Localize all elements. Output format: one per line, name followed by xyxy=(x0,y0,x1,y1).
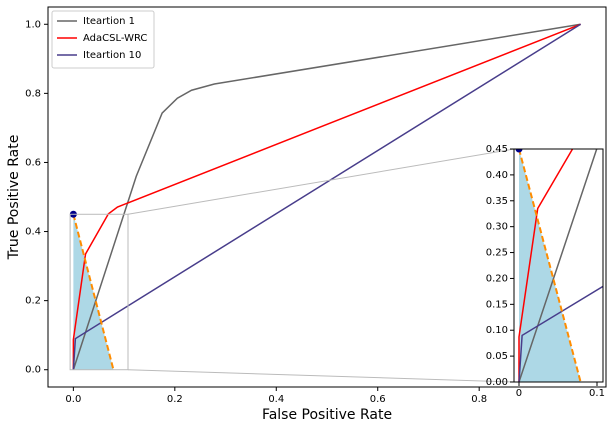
inset-y-tick-label: 0.30 xyxy=(486,222,508,233)
zoom-box xyxy=(69,213,129,371)
main-frame xyxy=(47,6,607,388)
connector xyxy=(127,369,515,383)
series-line xyxy=(518,149,574,382)
legend-box xyxy=(51,10,155,69)
series-line xyxy=(72,23,581,370)
inset-plot xyxy=(515,149,603,382)
x-tick-label: 0.6 xyxy=(370,394,386,405)
inset-y-tick-label: 0.25 xyxy=(486,248,508,259)
y-tick-label: 0.8 xyxy=(25,88,41,99)
inset-y-tick-label: 0.15 xyxy=(486,299,508,310)
inset-y-tick-label: 0.05 xyxy=(486,351,508,362)
inset-y-tick-label: 0.20 xyxy=(486,273,508,284)
inset-y-tick-label: 0.40 xyxy=(486,170,508,181)
inset-frame xyxy=(513,148,604,383)
marker-point xyxy=(515,149,523,153)
main-plot xyxy=(69,23,582,370)
x-tick-label: 0.2 xyxy=(167,394,183,405)
y-tick-label: 0.4 xyxy=(25,227,41,238)
x-tick-label: 0.0 xyxy=(65,394,81,405)
inset-x-tick-label: 0.1 xyxy=(589,388,605,399)
fill-area xyxy=(518,149,581,382)
y-tick-label: 0.2 xyxy=(25,296,41,307)
series-line xyxy=(72,23,582,370)
legend-label: AdaCSL-WRC xyxy=(83,33,147,44)
inset-y-tick-label: 0.45 xyxy=(486,144,508,155)
inset-y-tick-label: 0.35 xyxy=(486,196,508,207)
connector xyxy=(127,148,515,215)
legend-label: Iteartion 10 xyxy=(83,50,141,61)
inset-y-tick-label: 0.00 xyxy=(486,377,508,388)
y-tick-label: 1.0 xyxy=(25,19,41,30)
y-tick-label: 0.6 xyxy=(25,157,41,168)
inset-y-tick-label: 0.10 xyxy=(486,325,508,336)
dashed-line xyxy=(518,149,582,382)
x-axis-label: False Positive Rate xyxy=(262,407,392,423)
y-tick-label: 0.0 xyxy=(25,365,41,376)
series-line xyxy=(72,23,581,370)
x-tick-label: 0.8 xyxy=(471,394,487,405)
legend-label: Iteartion 1 xyxy=(83,16,135,27)
y-axis-label: True Positive Rate xyxy=(6,135,22,261)
series-line xyxy=(518,285,603,382)
x-tick-label: 0.4 xyxy=(268,394,284,405)
inset-x-tick-label: 0 xyxy=(516,388,522,399)
